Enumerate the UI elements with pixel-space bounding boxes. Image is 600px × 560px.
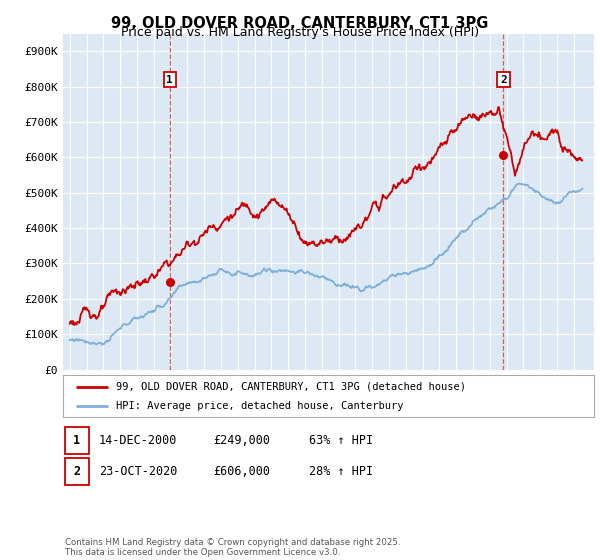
Text: £249,000: £249,000: [213, 434, 270, 447]
Text: 23-OCT-2020: 23-OCT-2020: [99, 465, 178, 478]
Text: 1: 1: [166, 74, 173, 85]
Text: 2: 2: [500, 74, 507, 85]
Text: Contains HM Land Registry data © Crown copyright and database right 2025.
This d: Contains HM Land Registry data © Crown c…: [65, 538, 400, 557]
Text: 28% ↑ HPI: 28% ↑ HPI: [309, 465, 373, 478]
Text: £606,000: £606,000: [213, 465, 270, 478]
Text: 99, OLD DOVER ROAD, CANTERBURY, CT1 3PG: 99, OLD DOVER ROAD, CANTERBURY, CT1 3PG: [112, 16, 488, 31]
Text: 99, OLD DOVER ROAD, CANTERBURY, CT1 3PG (detached house): 99, OLD DOVER ROAD, CANTERBURY, CT1 3PG …: [116, 381, 466, 391]
Text: 63% ↑ HPI: 63% ↑ HPI: [309, 434, 373, 447]
Text: HPI: Average price, detached house, Canterbury: HPI: Average price, detached house, Cant…: [116, 401, 404, 411]
Text: 1: 1: [73, 434, 80, 447]
Text: 2: 2: [73, 465, 80, 478]
Text: Price paid vs. HM Land Registry's House Price Index (HPI): Price paid vs. HM Land Registry's House …: [121, 26, 479, 39]
Text: 14-DEC-2000: 14-DEC-2000: [99, 434, 178, 447]
